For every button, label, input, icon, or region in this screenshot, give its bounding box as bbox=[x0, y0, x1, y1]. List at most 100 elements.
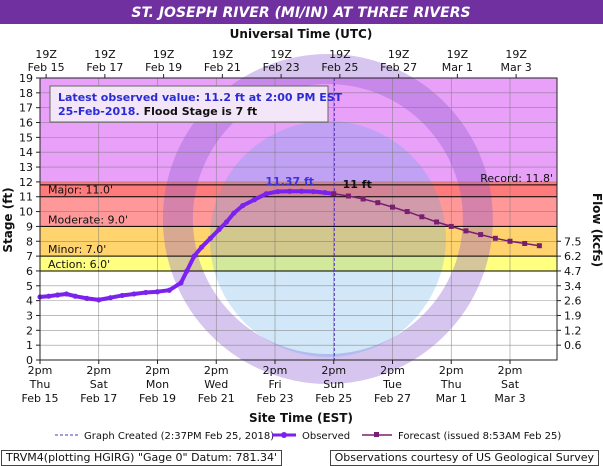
forecast-point bbox=[448, 223, 454, 229]
band-label: Moderate: 9.0' bbox=[48, 213, 128, 226]
y-tick-label: 1 bbox=[26, 339, 33, 352]
observed-point bbox=[298, 188, 305, 194]
y-tick-label: 10 bbox=[19, 206, 33, 219]
observed-point bbox=[178, 280, 184, 286]
x-tick-time: 2pm bbox=[204, 364, 229, 377]
legend-created-label: Graph Created (2:37PM Feb 25, 2018) bbox=[84, 431, 274, 442]
x-tick-date: Feb 19 bbox=[139, 392, 176, 405]
forecast-point bbox=[345, 193, 351, 199]
watermark-ring bbox=[162, 54, 493, 384]
top-tick-date: Mar 1 bbox=[442, 61, 473, 74]
top-tick-date: Mar 3 bbox=[500, 61, 531, 74]
annotation-label: 11 ft bbox=[343, 178, 372, 191]
observed-point bbox=[72, 293, 78, 299]
x-tick-time: 2pm bbox=[263, 364, 288, 377]
y-tick-label: 8 bbox=[26, 235, 33, 248]
y-tick-label: 5 bbox=[26, 280, 33, 293]
band-action bbox=[40, 256, 557, 271]
y2-tick-label: 2.6 bbox=[564, 295, 582, 308]
x-tick-time: 2pm bbox=[86, 364, 111, 377]
flood-stage-text: Flood Stage is 7 ft bbox=[144, 105, 258, 118]
top-tick-date: Feb 19 bbox=[145, 61, 182, 74]
latest-value-box: Latest observed value: 11.2 ft at 2:00 P… bbox=[49, 85, 343, 123]
record-label: Record: 11.8' bbox=[480, 172, 553, 185]
y2-tick-label: 6.2 bbox=[564, 250, 582, 263]
annotation-label: 11.37 ft bbox=[265, 175, 314, 188]
latest-value-line2: 25-Feb-2018. Flood Stage is 7 ft bbox=[58, 105, 257, 118]
y-tick-label: 11 bbox=[19, 191, 33, 204]
top-tick-date: Feb 23 bbox=[263, 61, 300, 74]
observed-point bbox=[119, 292, 125, 299]
band-label: Major: 11.0' bbox=[48, 184, 113, 197]
x-tick-date: Feb 17 bbox=[80, 392, 117, 405]
y-tick-label: 19 bbox=[19, 72, 33, 85]
y2-tick-label: 1.2 bbox=[564, 324, 582, 337]
latest-value-line1: Latest observed value: 11.2 ft at 2:00 P… bbox=[58, 91, 343, 104]
observed-point bbox=[216, 226, 222, 232]
x-tick-dow: Thu bbox=[440, 378, 462, 391]
x-tick-dow: Sun bbox=[323, 378, 344, 391]
top-tick-date: Feb 21 bbox=[204, 61, 241, 74]
x-tick-dow: Thu bbox=[29, 378, 51, 391]
x-tick-dow: Sat bbox=[90, 378, 109, 391]
x-tick-time: 2pm bbox=[439, 364, 464, 377]
observed-point bbox=[275, 188, 281, 195]
forecast-point bbox=[507, 238, 513, 244]
top-tick-hour: 19Z bbox=[212, 48, 234, 61]
observed-point bbox=[107, 295, 114, 301]
top-tick-hour: 19Z bbox=[329, 48, 351, 61]
x-tick-date: Mar 1 bbox=[436, 392, 467, 405]
top-tick-date: Feb 15 bbox=[28, 61, 65, 74]
latest-value-date: 25-Feb-2018. bbox=[58, 105, 140, 118]
forecast-point bbox=[463, 228, 469, 234]
y2-tick-label: 3.4 bbox=[564, 280, 582, 293]
x-tick-date: Mar 3 bbox=[494, 392, 525, 405]
observed-point bbox=[251, 197, 258, 203]
y-tick-label: 2 bbox=[26, 324, 33, 337]
forecast-point bbox=[360, 196, 366, 202]
top-tick-hour: 19Z bbox=[505, 48, 527, 61]
observed-point bbox=[287, 188, 293, 194]
y-tick-label: 6 bbox=[26, 265, 33, 278]
y2-tick-label: 4.7 bbox=[564, 265, 582, 278]
chart-title: ST. JOSEPH RIVER (MI/IN) AT THREE RIVERS bbox=[131, 5, 470, 21]
observed-point bbox=[322, 189, 328, 196]
observed-point bbox=[55, 292, 61, 298]
forecast-point bbox=[492, 235, 498, 241]
watermark-disc bbox=[209, 121, 446, 357]
y-tick-label: 9 bbox=[26, 220, 33, 233]
band-label: Minor: 7.0' bbox=[48, 243, 106, 256]
band-label: Action: 6.0' bbox=[48, 258, 110, 271]
forecast-point bbox=[536, 243, 542, 249]
x-tick-time: 2pm bbox=[498, 364, 523, 377]
observed-point bbox=[191, 253, 197, 259]
forecast-point bbox=[434, 219, 440, 225]
x-tick-dow: Tue bbox=[382, 378, 402, 391]
forecast-point bbox=[331, 191, 337, 197]
chart-annotations: 11.37 ft 11 ft bbox=[265, 175, 371, 191]
legend: Graph Created (2:37PM Feb 25, 2018) Obse… bbox=[55, 431, 561, 442]
top-tick-hour: 19Z bbox=[270, 48, 292, 61]
top-axis-title: Universal Time (UTC) bbox=[230, 27, 373, 41]
x-tick-dow: Mon bbox=[146, 378, 169, 391]
attribution-label: Observations courtesy of US Geological S… bbox=[329, 450, 599, 466]
y2-tick-label: 1.9 bbox=[564, 309, 582, 322]
top-tick-hour: 19Z bbox=[388, 48, 410, 61]
observed-point bbox=[143, 289, 149, 296]
y-tick-label: 16 bbox=[19, 117, 33, 130]
y-tick-label: 18 bbox=[19, 87, 33, 100]
x-tick-dow: Wed bbox=[204, 378, 228, 391]
top-tick-date: Feb 17 bbox=[86, 61, 123, 74]
observed-point bbox=[166, 287, 172, 293]
forecast-point bbox=[375, 200, 381, 206]
x-tick-dow: Fri bbox=[268, 378, 281, 391]
y2-tick-label: 7.5 bbox=[564, 235, 582, 248]
flood-band-labels: Action: 6.0' Minor: 7.0' Moderate: 9.0' Maj… bbox=[48, 172, 553, 271]
y-tick-label: 7 bbox=[26, 250, 33, 263]
legend-forecast-label: Forecast (issued 8:53AM Feb 25) bbox=[398, 431, 561, 442]
x-tick-date: Feb 25 bbox=[315, 392, 352, 405]
x-tick-date: Feb 27 bbox=[374, 392, 411, 405]
